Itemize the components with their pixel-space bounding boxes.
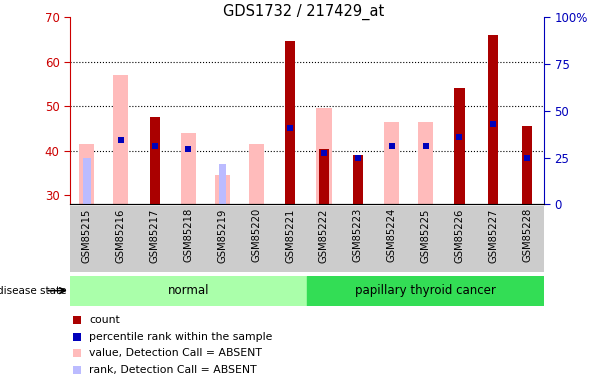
Text: rank, Detection Call = ABSENT: rank, Detection Call = ABSENT [89, 365, 257, 375]
Bar [83, 158, 91, 204]
Bar [249, 144, 264, 204]
Text: GSM85220: GSM85220 [251, 208, 261, 262]
Bar [307, 276, 544, 306]
Text: count: count [89, 315, 120, 325]
Bar [522, 126, 533, 204]
Bar [353, 155, 363, 204]
Text: GSM85222: GSM85222 [319, 208, 329, 262]
Text: GSM85217: GSM85217 [150, 208, 160, 262]
Bar [316, 108, 331, 204]
Text: GSM85218: GSM85218 [184, 208, 193, 262]
Text: GSM85228: GSM85228 [522, 208, 532, 262]
Text: GSM85225: GSM85225 [421, 208, 430, 262]
Bar [219, 164, 226, 204]
Bar [181, 133, 196, 204]
Text: GSM85215: GSM85215 [82, 208, 92, 262]
Text: GDS1732 / 217429_at: GDS1732 / 217429_at [223, 4, 385, 20]
Bar [285, 41, 295, 204]
Bar [488, 35, 499, 204]
Text: GSM85216: GSM85216 [116, 208, 126, 262]
Text: GSM85224: GSM85224 [387, 208, 397, 262]
Text: value, Detection Call = ABSENT: value, Detection Call = ABSENT [89, 348, 262, 358]
Text: GSM85219: GSM85219 [217, 208, 227, 262]
Bar [70, 276, 307, 306]
Bar [113, 75, 128, 204]
Text: percentile rank within the sample: percentile rank within the sample [89, 332, 272, 342]
Bar [454, 88, 465, 204]
Text: disease state: disease state [0, 286, 67, 296]
Text: GSM85227: GSM85227 [488, 208, 499, 262]
Text: normal: normal [168, 284, 209, 297]
Text: papillary thyroid cancer: papillary thyroid cancer [355, 284, 496, 297]
Text: GSM85221: GSM85221 [285, 208, 295, 262]
Bar [384, 122, 399, 204]
Text: GSM85223: GSM85223 [353, 208, 363, 262]
Bar [319, 148, 329, 204]
Bar [150, 117, 160, 204]
Bar [79, 144, 94, 204]
Text: GSM85226: GSM85226 [454, 208, 465, 262]
Bar [215, 176, 230, 204]
Bar [418, 122, 434, 204]
